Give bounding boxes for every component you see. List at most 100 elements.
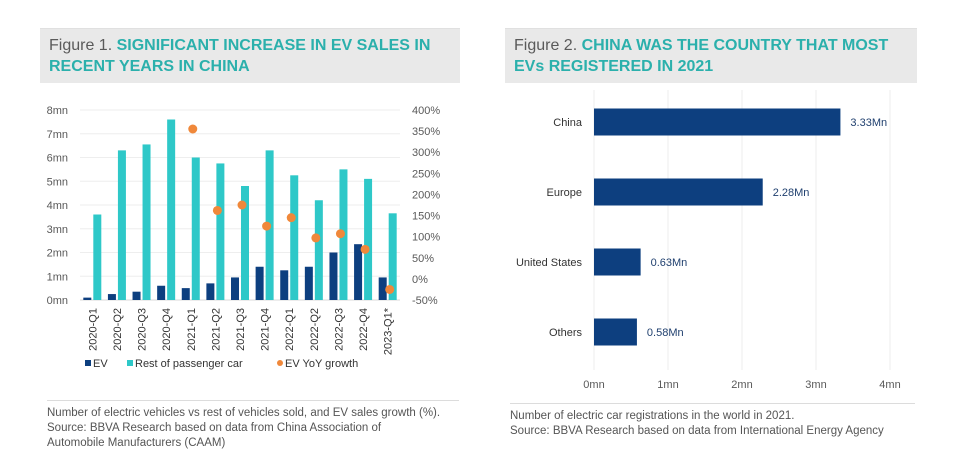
figure2-title: CHINA WAS THE COUNTRY THAT MOST EVs REGI… xyxy=(514,37,889,75)
right-axis-tick-label: 300% xyxy=(412,147,440,159)
figure1-caption: Number of electric vehicles vs rest of v… xyxy=(47,400,459,451)
x-axis-tick-label: 2022-Q3 xyxy=(333,308,345,351)
figure2-header: Figure 2. CHINA WAS THE COUNTRY THAT MOS… xyxy=(505,28,917,83)
figure1-caption-line2: Source: BBVA Research based on data from… xyxy=(47,422,382,434)
right-axis-tick-label: 200% xyxy=(412,189,440,201)
right-axis-tick-label: 400% xyxy=(412,105,440,117)
x-axis-tick-label: 2021-Q3 xyxy=(235,308,247,351)
right-axis-tick-label: 100% xyxy=(412,232,440,244)
ev-sales-chart: 0mn 1mn 2mn 3mn 4mn 5mn 6mn 7mn 8mn -50% 0% 50% 100%… xyxy=(47,105,441,370)
x-axis-tick-label: 2021-Q1 xyxy=(186,308,198,351)
x-axis-tick-label: 2022-Q1 xyxy=(284,308,296,351)
bar-rest-of-passenger-car xyxy=(290,175,299,300)
bar-rest-of-passenger-car xyxy=(216,163,225,300)
bar-ev xyxy=(354,244,363,300)
bar-rest-of-passenger-car xyxy=(314,200,323,300)
legend-label: EV YoY growth xyxy=(285,358,358,370)
bar-ev xyxy=(132,291,141,300)
category-label: United States xyxy=(516,257,583,269)
point-ev-yoy-growth xyxy=(188,124,198,134)
bar-rest-of-passenger-car xyxy=(142,144,151,300)
x-axis-tick-label: 2020-Q2 xyxy=(112,308,124,351)
figure2-panel: Figure 2. CHINA WAS THE COUNTRY THAT MOS… xyxy=(505,28,917,83)
bar-ev xyxy=(329,252,338,300)
figure1-caption-line3: Automobile Manufacturers (CAAM) xyxy=(47,437,226,449)
right-axis-tick-label: 0% xyxy=(412,274,428,286)
bar-registrations xyxy=(594,248,641,276)
bar-rest-of-passenger-car xyxy=(117,150,126,300)
left-axis-tick-label: 2mn xyxy=(47,248,68,260)
bar-ev xyxy=(206,283,215,300)
point-ev-yoy-growth xyxy=(311,233,321,243)
legend-swatch xyxy=(85,360,91,366)
bar-registrations xyxy=(594,108,841,136)
left-axis-tick-label: 3mn xyxy=(47,224,68,236)
left-axis-tick-label: 6mn xyxy=(47,153,68,165)
x-axis-tick-label: 4mn xyxy=(879,379,900,391)
bar-rest-of-passenger-car xyxy=(167,119,176,300)
ev-registrations-chart: 0mn 1mn 2mn 3mn 4mn China 3.33Mn Europe 2.28Mn Un… xyxy=(516,90,901,391)
data-label: 0.63Mn xyxy=(651,257,688,269)
legend-swatch xyxy=(127,360,133,366)
bar-ev xyxy=(107,294,116,300)
bar-registrations xyxy=(594,178,763,206)
left-axis-tick-label: 1mn xyxy=(47,271,68,283)
category-label: Europe xyxy=(547,187,582,199)
category-label: China xyxy=(553,117,583,129)
bar-ev xyxy=(255,266,264,300)
bar-ev xyxy=(157,285,166,300)
bar-rest-of-passenger-car xyxy=(388,213,397,300)
left-axis-tick-label: 8mn xyxy=(47,105,68,117)
left-axis-tick-label: 0mn xyxy=(47,295,68,307)
x-axis-tick-label: 3mn xyxy=(805,379,826,391)
figure2-caption-line1: Number of electric car registrations in … xyxy=(510,410,795,422)
bar-ev xyxy=(231,277,239,300)
x-axis-tick-label: 2020-Q1 xyxy=(87,308,99,351)
right-axis-tick-label: 350% xyxy=(412,126,440,138)
right-axis-tick-label: 150% xyxy=(412,211,440,223)
left-axis-tick-label: 4mn xyxy=(47,200,68,212)
point-ev-yoy-growth xyxy=(262,221,272,231)
x-axis-tick-label: 2020-Q4 xyxy=(161,308,173,351)
point-ev-yoy-growth xyxy=(212,205,222,215)
bar-ev xyxy=(83,297,92,300)
bar-registrations xyxy=(594,318,637,346)
data-label: 3.33Mn xyxy=(850,117,887,129)
left-axis-tick-label: 7mn xyxy=(47,129,68,141)
figure2-label: Figure 2. xyxy=(514,37,578,54)
x-axis-tick-label: 2021-Q2 xyxy=(210,308,222,351)
bar-ev xyxy=(378,277,387,300)
x-axis-tick-label: 2022-Q4 xyxy=(358,308,370,351)
right-axis-tick-label: 250% xyxy=(412,168,440,180)
legend-label: Rest of passenger car xyxy=(135,358,243,370)
x-axis-tick-label: 2021-Q4 xyxy=(260,308,272,351)
figure1-label: Figure 1. xyxy=(49,37,113,54)
legend-swatch xyxy=(277,360,283,366)
x-axis-tick-label: 2mn xyxy=(731,379,752,391)
bar-rest-of-passenger-car xyxy=(364,178,373,300)
point-ev-yoy-growth xyxy=(237,200,247,210)
point-ev-yoy-growth xyxy=(360,244,370,254)
bar-rest-of-passenger-car xyxy=(93,214,102,300)
right-axis-tick-label: 50% xyxy=(412,253,434,265)
bar-ev xyxy=(280,270,289,300)
data-label: 0.58Mn xyxy=(647,327,684,339)
point-ev-yoy-growth xyxy=(335,229,345,239)
bar-rest-of-passenger-car xyxy=(241,186,249,300)
bar-ev xyxy=(304,266,313,300)
x-axis-tick-label: 2022-Q2 xyxy=(309,308,321,351)
x-axis-tick-label: 1mn xyxy=(657,379,678,391)
figure1-panel: Figure 1. SIGNIFICANT INCREASE IN EV SAL… xyxy=(40,28,460,83)
figure1-title: SIGNIFICANT INCREASE IN EV SALES IN RECE… xyxy=(49,37,431,75)
data-label: 2.28Mn xyxy=(773,187,810,199)
figure1-header: Figure 1. SIGNIFICANT INCREASE IN EV SAL… xyxy=(40,28,460,83)
legend-label: EV xyxy=(93,358,108,370)
bar-ev xyxy=(181,288,190,300)
point-ev-yoy-growth xyxy=(286,213,296,223)
x-axis-tick-label: 2023-Q1* xyxy=(383,307,395,355)
figure1-caption-line1: Number of electric vehicles vs rest of v… xyxy=(47,407,441,419)
category-label: Others xyxy=(549,327,583,339)
figure2-caption: Number of electric car registrations in … xyxy=(510,403,915,439)
right-axis-tick-label: -50% xyxy=(412,295,438,307)
point-ev-yoy-growth xyxy=(385,284,395,294)
